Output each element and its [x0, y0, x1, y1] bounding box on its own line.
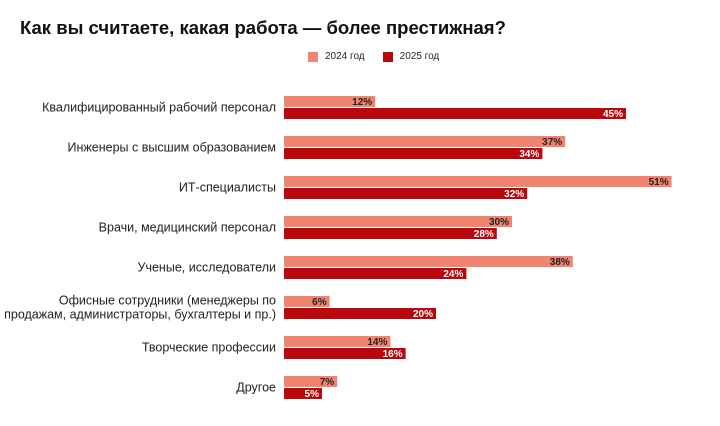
category-label: Офисные сотрудники (менеджеры по: [59, 294, 276, 308]
bar-2024: [284, 296, 330, 307]
data-label-2024: 38%: [550, 257, 570, 268]
bar-2024: [284, 176, 672, 187]
data-label-2025: 20%: [413, 309, 433, 320]
bar-2025: [284, 188, 528, 199]
legend-label-2024: 2024 год: [325, 51, 365, 62]
data-label-2025: 32%: [504, 189, 524, 200]
data-label-2024: 7%: [320, 377, 335, 388]
bar-2025: [284, 108, 626, 119]
legend-swatch-2025: [382, 51, 393, 62]
data-label-2024: 12%: [352, 97, 372, 108]
data-label-2024: 30%: [489, 217, 509, 228]
category-label: продажам, администраторы, бухгалтеры и п…: [4, 308, 276, 322]
data-label-2024: 51%: [649, 177, 669, 188]
legend-item-2025: 2025 год: [382, 51, 440, 62]
bar-2024: [284, 96, 376, 107]
legend-label-2025: 2025 год: [399, 51, 440, 62]
bar-2024: [284, 136, 566, 147]
data-label-2025: 45%: [603, 109, 623, 120]
bar-2024: [284, 256, 573, 267]
bar-2025: [284, 228, 497, 239]
data-label-2025: 24%: [443, 269, 463, 280]
category-label: ИТ-специалисты: [179, 181, 276, 195]
bar-2025: [284, 148, 543, 159]
bar-2025: [284, 308, 436, 319]
bar-2025: [284, 348, 406, 359]
category-label: Квалифицированный рабочий персонал: [42, 101, 276, 115]
data-label-2024: 14%: [367, 337, 387, 348]
category-label: Творческие профессии: [142, 341, 276, 355]
chart-legend: 2024 год 2025 год: [308, 51, 451, 62]
category-label: Врачи, медицинский персонал: [99, 221, 276, 235]
legend-swatch-2024: [308, 51, 318, 62]
data-label-2025: 28%: [474, 229, 494, 240]
bar-2024: [284, 376, 338, 387]
category-label: Другое: [236, 381, 276, 395]
data-label-2025: 34%: [519, 149, 539, 160]
data-label-2024: 6%: [312, 297, 327, 308]
bar-2024: [284, 216, 512, 227]
data-label-2025: 5%: [305, 389, 320, 400]
bar-2024: [284, 336, 391, 347]
data-label-2024: 37%: [542, 137, 562, 148]
bar-2025: [284, 268, 467, 279]
category-label: Инженеры с высшим образованием: [68, 141, 276, 155]
chart-title: Как вы считаете, какая работа — более пр…: [20, 17, 506, 38]
category-label: Ученые, исследователи: [138, 261, 276, 275]
data-label-2025: 16%: [383, 349, 403, 360]
bar-2025: [284, 388, 322, 399]
legend-item-2024: 2024 год: [308, 51, 365, 62]
